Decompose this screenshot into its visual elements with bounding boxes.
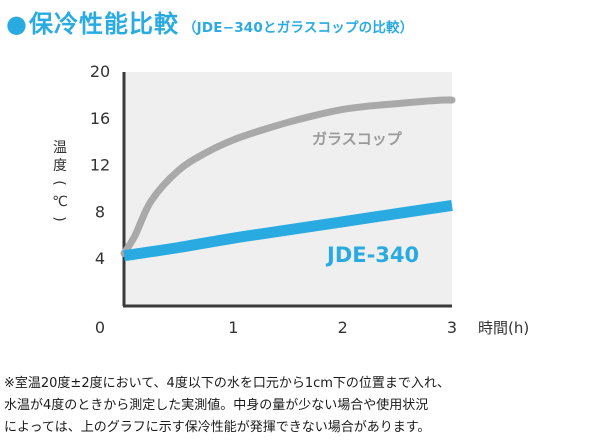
x-tick-label: 0 (95, 318, 105, 337)
plot-background (124, 72, 452, 306)
title-main: 保冷性能比較 (28, 10, 179, 38)
y-axis-label-char: ) (51, 216, 67, 221)
series-line-jde340 (123, 199, 453, 262)
y-axis-label-char: 度 (53, 158, 67, 174)
y-tick-label: 20 (90, 62, 110, 81)
x-tick-label: 1 (228, 318, 238, 337)
footnote-line: ※室温20度±2度において、4度以下の水を口元から1cm下の位置まで入れ、 (4, 376, 451, 391)
x-axis-ticks: 0 1 2 3 (95, 318, 457, 337)
y-axis-label-char: 温 (53, 140, 67, 156)
y-axis-label-char: ( (51, 180, 67, 185)
series-line-glass (120, 96, 456, 257)
x-tick-label: 2 (338, 318, 348, 337)
x-axis-label: 時間(h) (478, 319, 529, 337)
x-tick-label: 3 (447, 318, 457, 337)
title-sub: （JDE−340とガラスコップの比較） (182, 20, 414, 36)
chart-title: ● 保冷性能比較 （JDE−340とガラスコップの比較） (6, 4, 413, 44)
y-axis-ticks: 4 8 12 16 20 (90, 62, 110, 268)
y-axis-label: 温度 ( ℃) (51, 140, 68, 222)
y-tick-label: 12 (90, 156, 110, 175)
title-bullet: ● (6, 10, 27, 38)
footnote-line: 水温が4度のときから測定した実測値。中身の量が少ない場合や使用状況 (4, 398, 429, 413)
series-label-glass: ガラスコップ (312, 130, 403, 148)
series-label-jde340: JDE-340 (325, 243, 419, 267)
footnote: ※室温20度±2度において、4度以下の水を口元から1cm下の位置まで入れ、 水温… (4, 373, 598, 439)
footnote-line: によっては、上のグラフに示す保冷性能が発揮できない場合があります。 (4, 420, 431, 435)
y-tick-label: 4 (95, 249, 105, 268)
y-axis-label-char: ℃ (52, 194, 68, 210)
y-tick-label: 16 (90, 109, 110, 128)
y-tick-label: 8 (95, 202, 105, 221)
